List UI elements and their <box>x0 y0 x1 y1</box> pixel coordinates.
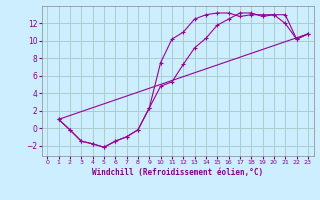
X-axis label: Windchill (Refroidissement éolien,°C): Windchill (Refroidissement éolien,°C) <box>92 168 263 177</box>
